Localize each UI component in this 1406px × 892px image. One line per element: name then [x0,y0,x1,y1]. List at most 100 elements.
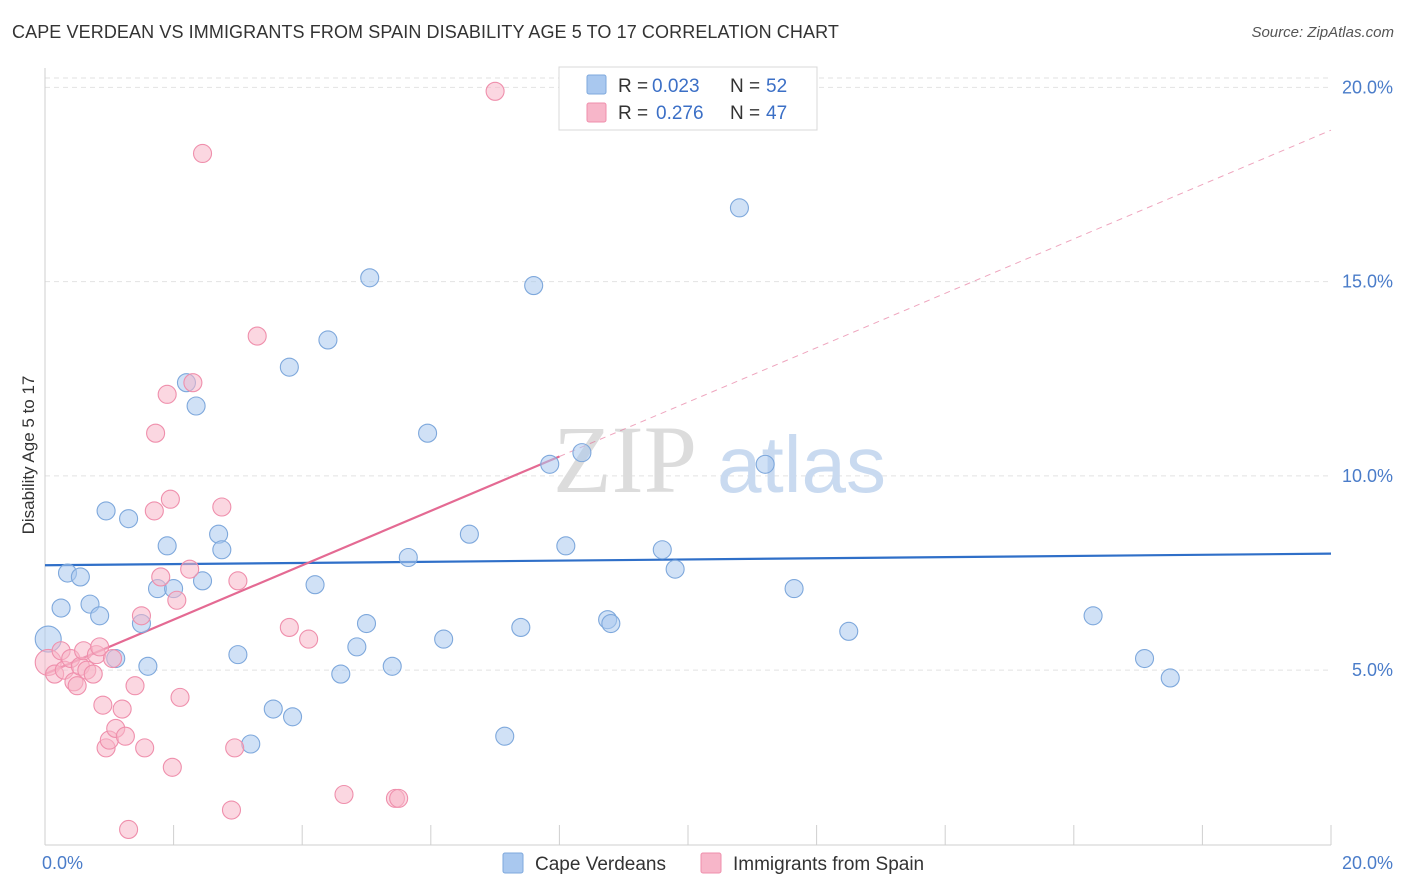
legend-r-value-2: 0.276 [656,103,704,124]
point-series-0-49 [1083,606,1103,626]
point-series-0-15 [186,396,206,416]
point-series-0-32 [418,423,438,443]
legend-n-label-2: N = [730,103,760,124]
bottom-legend-swatch-cape-verdeans [502,852,524,874]
chart-title: CAPE VERDEAN VS IMMIGRANTS FROM SPAIN DI… [12,22,839,42]
point-series-0-29 [360,268,380,288]
point-series-0-3 [70,567,90,587]
point-series-1-36 [221,800,242,820]
point-series-0-18 [212,540,232,560]
point-series-0-36 [511,617,531,637]
point-series-1-27 [157,384,177,404]
y-tick-label-2: 15.0% [1342,272,1393,292]
point-series-1-32 [180,559,200,579]
point-series-1-12 [90,637,110,657]
point-series-0-24 [305,575,325,595]
point-series-1-20 [119,819,139,840]
point-series-0-26 [331,664,351,684]
legend-r-label-1: R = [618,76,648,97]
tick-labels: 5.0% 10.0% 15.0% 20.0% 0.0% 20.0% [42,77,1393,873]
point-series-1-39 [247,326,267,346]
point-series-1-23 [135,738,155,758]
legend-top: R = 0.023 N = 52 R = 0.276 N = 47 [558,66,818,131]
legend-r-value-1: 0.023 [652,76,700,97]
legend-n-value-1: 52 [766,76,787,97]
point-series-0-47 [784,579,804,599]
point-series-0-12 [157,536,177,556]
point-series-0-27 [347,637,367,657]
point-series-1-33 [183,373,203,393]
x-tick-label-0: 0.0% [42,853,83,873]
point-series-0-38 [540,454,560,474]
point-series-1-22 [131,606,151,626]
point-series-0-48 [839,621,859,641]
point-series-0-1 [51,598,71,618]
point-series-1-45 [485,81,505,101]
point-series-0-25 [318,330,338,350]
y-tick-label-3: 20.0% [1342,77,1393,97]
point-series-1-19 [115,726,135,746]
point-series-0-44 [665,559,685,579]
point-series-1-31 [170,687,190,707]
point-series-0-23 [283,707,303,727]
point-series-1-34 [192,143,213,164]
point-series-1-21 [125,676,145,696]
point-series-0-8 [119,509,139,529]
trend-line-series-0 [44,552,1332,567]
point-series-1-18 [112,699,132,719]
point-series-1-6 [67,676,87,696]
point-series-0-16 [192,571,213,591]
trend-extension-series-1 [559,129,1332,457]
point-series-1-16 [102,648,123,669]
point-series-0-43 [652,540,672,560]
point-series-0-39 [556,536,576,556]
watermark-zip: ZIP [553,406,697,513]
point-series-0-17 [209,524,229,544]
point-series-0-19 [228,645,248,665]
point-series-1-13 [93,695,113,715]
point-series-0-50 [1134,648,1155,669]
point-series-0-37 [524,276,544,296]
data-points [34,81,1180,840]
point-series-1-35 [212,497,232,517]
point-series-0-20 [241,734,261,754]
point-series-0-6 [96,501,116,521]
point-series-0-35 [495,726,515,746]
bottom-legend-label-cape-verdeans: Cape Verdeans [535,854,666,875]
watermark: ZIP atlas [553,406,886,513]
point-series-0-5 [90,606,110,626]
point-series-1-38 [228,571,248,591]
point-series-0-42 [601,614,621,634]
watermark-atlas: atlas [717,420,886,509]
point-series-1-44 [389,788,409,808]
point-series-0-46 [755,454,775,474]
point-series-0-28 [356,614,377,634]
chart-source: Source: ZipAtlas.com [1251,24,1394,41]
point-series-0-10 [138,656,158,676]
legend-r-label-2: R = [618,103,648,124]
trend-lines [44,129,1332,676]
trend-line-series-1 [44,455,560,676]
point-series-1-24 [144,501,164,521]
legend-swatch-immigrants-spain [586,102,607,123]
axes [44,68,1332,846]
point-series-0-40 [572,443,592,463]
y-tick-label-0: 5.0% [1352,660,1393,680]
point-series-1-25 [146,423,166,443]
bottom-legend-swatch-immigrants-spain [700,852,722,874]
x-tick-label-1: 20.0% [1342,853,1393,873]
point-series-1-10 [83,664,103,684]
point-series-1-28 [160,489,180,509]
legend-n-label-1: N = [730,76,760,97]
legend-swatch-cape-verdeans [586,74,607,95]
y-tick-label-1: 10.0% [1342,466,1393,486]
point-series-0-31 [398,547,418,568]
legend-bottom: Cape Verdeans Immigrants from Spain [502,852,924,875]
point-series-1-41 [299,629,319,649]
bottom-legend-label-immigrants-spain: Immigrants from Spain [733,854,924,875]
point-series-0-34 [459,524,479,544]
legend-n-value-2: 47 [766,103,787,124]
point-series-0-22 [279,357,299,377]
point-series-0-45 [729,198,749,218]
point-series-1-40 [279,617,299,637]
